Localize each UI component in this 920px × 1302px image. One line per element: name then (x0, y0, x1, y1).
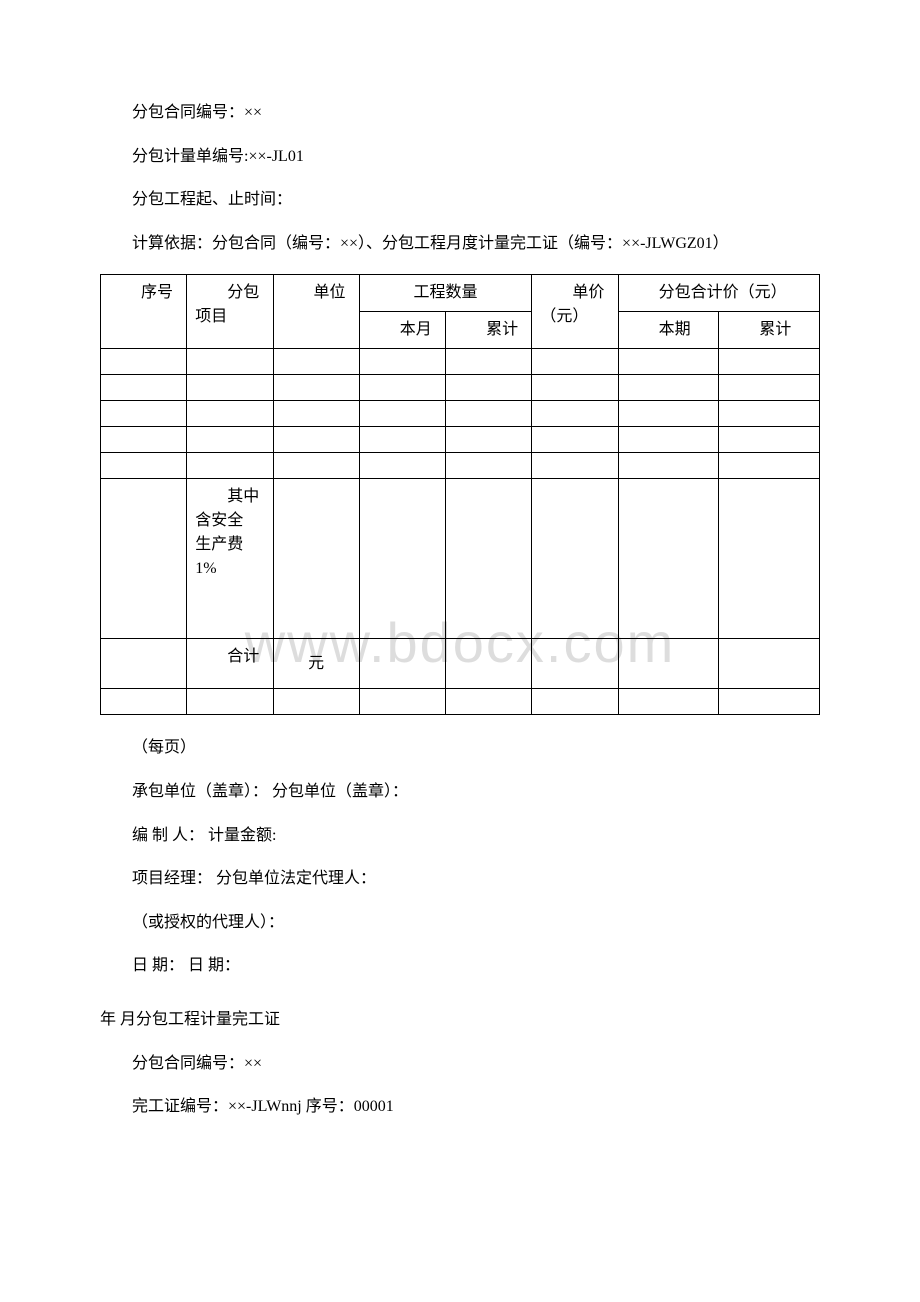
document-page: 分包合同编号：×× 分包计量单编号:××-JL01 分包工程起、止时间： 计算依… (0, 0, 920, 1218)
section2-contract-number: 分包合同编号：×× (100, 1051, 820, 1077)
agent-line: （或授权的代理人）： (100, 910, 820, 936)
col-qty-month: 本月 (359, 312, 445, 349)
table-row (101, 401, 820, 427)
per-page-note: （每页） (100, 735, 820, 761)
contract-number-line: 分包合同编号：×× (100, 100, 820, 126)
date-line: 日 期： 日 期： (100, 953, 820, 979)
section2-completion-number: 完工证编号：××-JLWnnj 序号：00001 (100, 1094, 820, 1120)
safety-fee-row: 其中含安全 生产费1% (101, 479, 820, 639)
total-row: 合计 元 (101, 639, 820, 689)
basis-line: 计算依据：分包合同（编号：××）、分包工程月度计量完工证（编号：××-JLWGZ… (100, 231, 820, 257)
duration-line: 分包工程起、止时间： (100, 187, 820, 213)
table-row (101, 349, 820, 375)
table-row (101, 453, 820, 479)
col-qty-group: 工程数量 (359, 275, 532, 312)
col-qty-cum: 累计 (446, 312, 532, 349)
table-row (101, 375, 820, 401)
total-unit-cell: 元 (273, 639, 359, 689)
col-seq: 序号 (101, 275, 187, 349)
compiler-line: 编 制 人： 计量金额: (100, 823, 820, 849)
metering-number-line: 分包计量单编号:××-JL01 (100, 144, 820, 170)
safety-fee-cell: 其中含安全 生产费1% (187, 479, 273, 639)
table-row (101, 427, 820, 453)
section2-title: 年 月分包工程计量完工证 (100, 1007, 820, 1033)
col-unit: 单位 (273, 275, 359, 349)
total-label-cell: 合计 (187, 639, 273, 689)
metering-table: 序号 分包项目 单位 工程数量 单价（元） 分包合计价（元） 本月 累计 本期 … (100, 274, 820, 715)
table-row (101, 689, 820, 715)
col-price: 单价（元） (532, 275, 618, 349)
col-total-cum: 累计 (719, 312, 820, 349)
col-total-period: 本期 (618, 312, 719, 349)
seal-line: 承包单位（盖章）： 分包单位（盖章）： (100, 779, 820, 805)
col-item: 分包项目 (187, 275, 273, 349)
pm-line: 项目经理： 分包单位法定代理人： (100, 866, 820, 892)
table-header-row-1: 序号 分包项目 单位 工程数量 单价（元） 分包合计价（元） (101, 275, 820, 312)
col-total-group: 分包合计价（元） (618, 275, 819, 312)
